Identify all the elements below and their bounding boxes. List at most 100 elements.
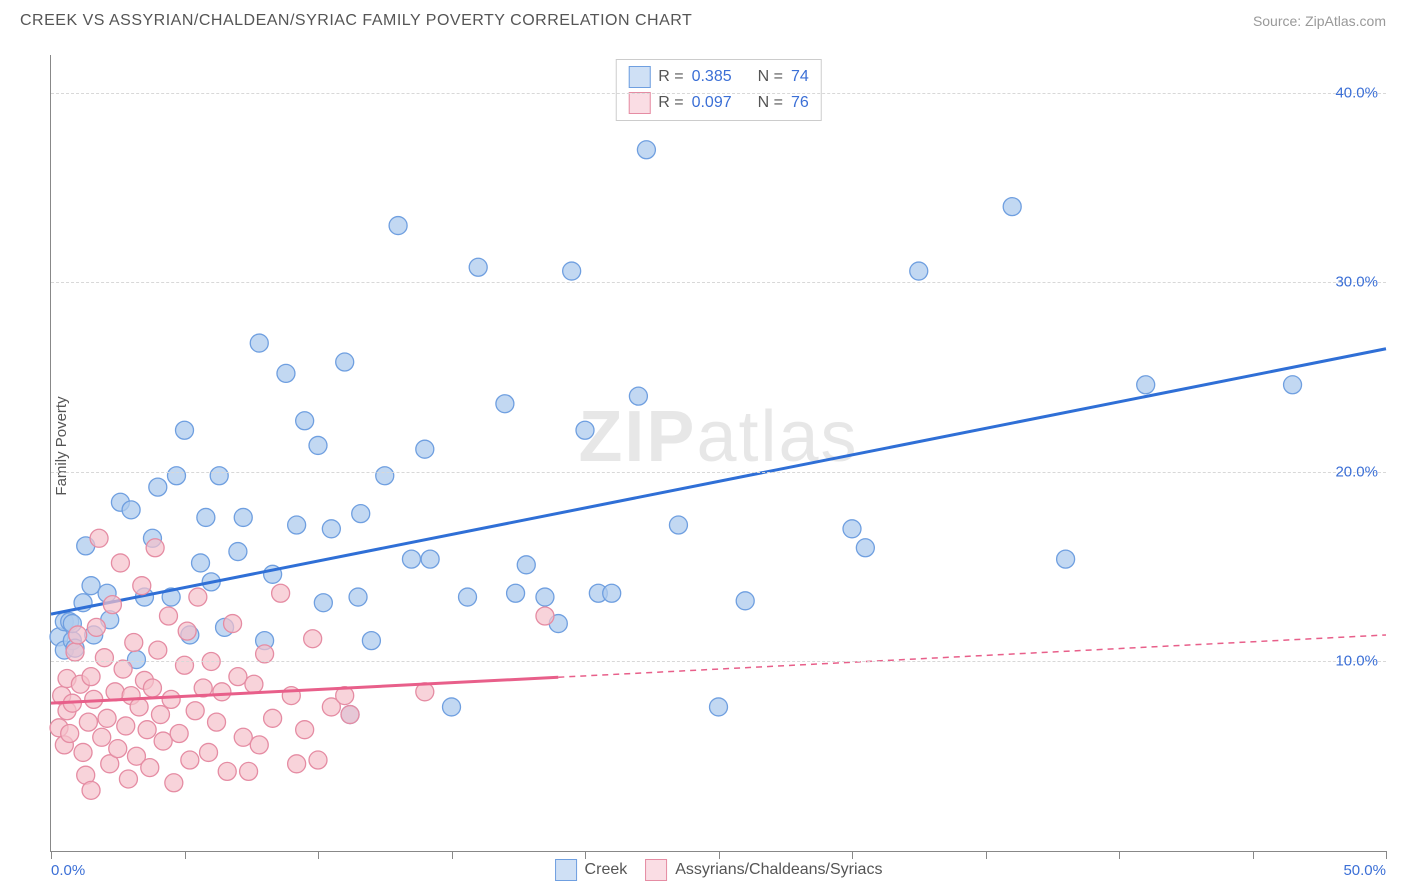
- data-point: [119, 770, 137, 788]
- data-point: [309, 751, 327, 769]
- data-point: [240, 762, 258, 780]
- data-point: [165, 774, 183, 792]
- data-point: [74, 743, 92, 761]
- series-legend: Creek Assyrians/Chaldeans/Syriacs: [555, 859, 883, 881]
- trend-line: [51, 349, 1386, 614]
- data-point: [314, 594, 332, 612]
- legend-item: Creek: [555, 859, 628, 881]
- data-point: [288, 516, 306, 534]
- x-tick: [51, 851, 52, 859]
- data-point: [66, 643, 84, 661]
- gridline: [51, 93, 1386, 94]
- legend-n-value: 76: [791, 94, 809, 112]
- data-point: [117, 717, 135, 735]
- data-point: [189, 588, 207, 606]
- data-point: [910, 262, 928, 280]
- legend-swatch: [555, 859, 577, 881]
- data-point: [149, 641, 167, 659]
- data-point: [469, 258, 487, 276]
- y-tick-label: 20.0%: [1335, 463, 1378, 480]
- legend-item: Assyrians/Chaldeans/Syriacs: [645, 859, 882, 881]
- x-tick: [185, 851, 186, 859]
- data-point: [103, 596, 121, 614]
- data-point: [229, 543, 247, 561]
- data-point: [517, 556, 535, 574]
- data-point: [111, 554, 129, 572]
- legend-label: Creek: [585, 861, 628, 879]
- data-point: [277, 364, 295, 382]
- data-point: [95, 649, 113, 667]
- correlation-legend: R =0.385N =74R =0.097N =76: [615, 59, 822, 121]
- x-tick: [1253, 851, 1254, 859]
- data-point: [82, 668, 100, 686]
- data-point: [224, 615, 242, 633]
- legend-r-value: 0.385: [692, 68, 732, 86]
- data-point: [352, 505, 370, 523]
- data-point: [93, 728, 111, 746]
- data-point: [1003, 198, 1021, 216]
- legend-n-value: 74: [791, 68, 809, 86]
- data-point: [563, 262, 581, 280]
- data-point: [167, 467, 185, 485]
- data-point: [176, 656, 194, 674]
- data-point: [256, 645, 274, 663]
- data-point: [736, 592, 754, 610]
- x-tick-label: 0.0%: [51, 862, 85, 879]
- data-point: [536, 588, 554, 606]
- data-point: [304, 630, 322, 648]
- data-point: [90, 529, 108, 547]
- data-point: [250, 736, 268, 754]
- legend-swatch: [628, 66, 650, 88]
- legend-label: Assyrians/Chaldeans/Syriacs: [675, 861, 882, 879]
- legend-r-label: R =: [658, 68, 683, 86]
- data-point: [349, 588, 367, 606]
- data-point: [197, 508, 215, 526]
- data-point: [629, 387, 647, 405]
- data-point: [143, 679, 161, 697]
- data-point: [210, 467, 228, 485]
- x-tick: [585, 851, 586, 859]
- data-point: [218, 762, 236, 780]
- data-point: [496, 395, 514, 413]
- data-point: [234, 728, 252, 746]
- x-tick-label: 50.0%: [1343, 862, 1386, 879]
- data-point: [122, 501, 140, 519]
- x-tick: [452, 851, 453, 859]
- chart-header: CREEK VS ASSYRIAN/CHALDEAN/SYRIAC FAMILY…: [0, 0, 1406, 38]
- data-point: [82, 781, 100, 799]
- data-point: [178, 622, 196, 640]
- chart-source: Source: ZipAtlas.com: [1253, 13, 1386, 29]
- data-point: [181, 751, 199, 769]
- data-point: [272, 584, 290, 602]
- data-point: [710, 698, 728, 716]
- data-point: [133, 577, 151, 595]
- legend-swatch: [645, 859, 667, 881]
- data-point: [159, 607, 177, 625]
- data-point: [234, 508, 252, 526]
- data-point: [362, 632, 380, 650]
- data-point: [416, 440, 434, 458]
- data-point: [536, 607, 554, 625]
- data-point: [376, 467, 394, 485]
- x-tick: [986, 851, 987, 859]
- data-point: [200, 743, 218, 761]
- data-point: [843, 520, 861, 538]
- data-point: [208, 713, 226, 731]
- data-point: [856, 539, 874, 557]
- data-point: [192, 554, 210, 572]
- data-point: [162, 690, 180, 708]
- data-point: [186, 702, 204, 720]
- x-tick: [1386, 851, 1387, 859]
- trend-line-dashed: [558, 635, 1386, 677]
- data-point: [151, 706, 169, 724]
- data-point: [125, 634, 143, 652]
- y-tick-label: 40.0%: [1335, 84, 1378, 101]
- data-point: [421, 550, 439, 568]
- chart-plot-area: ZIPatlas R =0.385N =74R =0.097N =76 Cree…: [50, 55, 1386, 852]
- legend-n-label: N =: [758, 94, 783, 112]
- scatter-svg: [51, 55, 1386, 851]
- data-point: [98, 709, 116, 727]
- legend-row: R =0.097N =76: [628, 90, 809, 116]
- data-point: [154, 732, 172, 750]
- data-point: [637, 141, 655, 159]
